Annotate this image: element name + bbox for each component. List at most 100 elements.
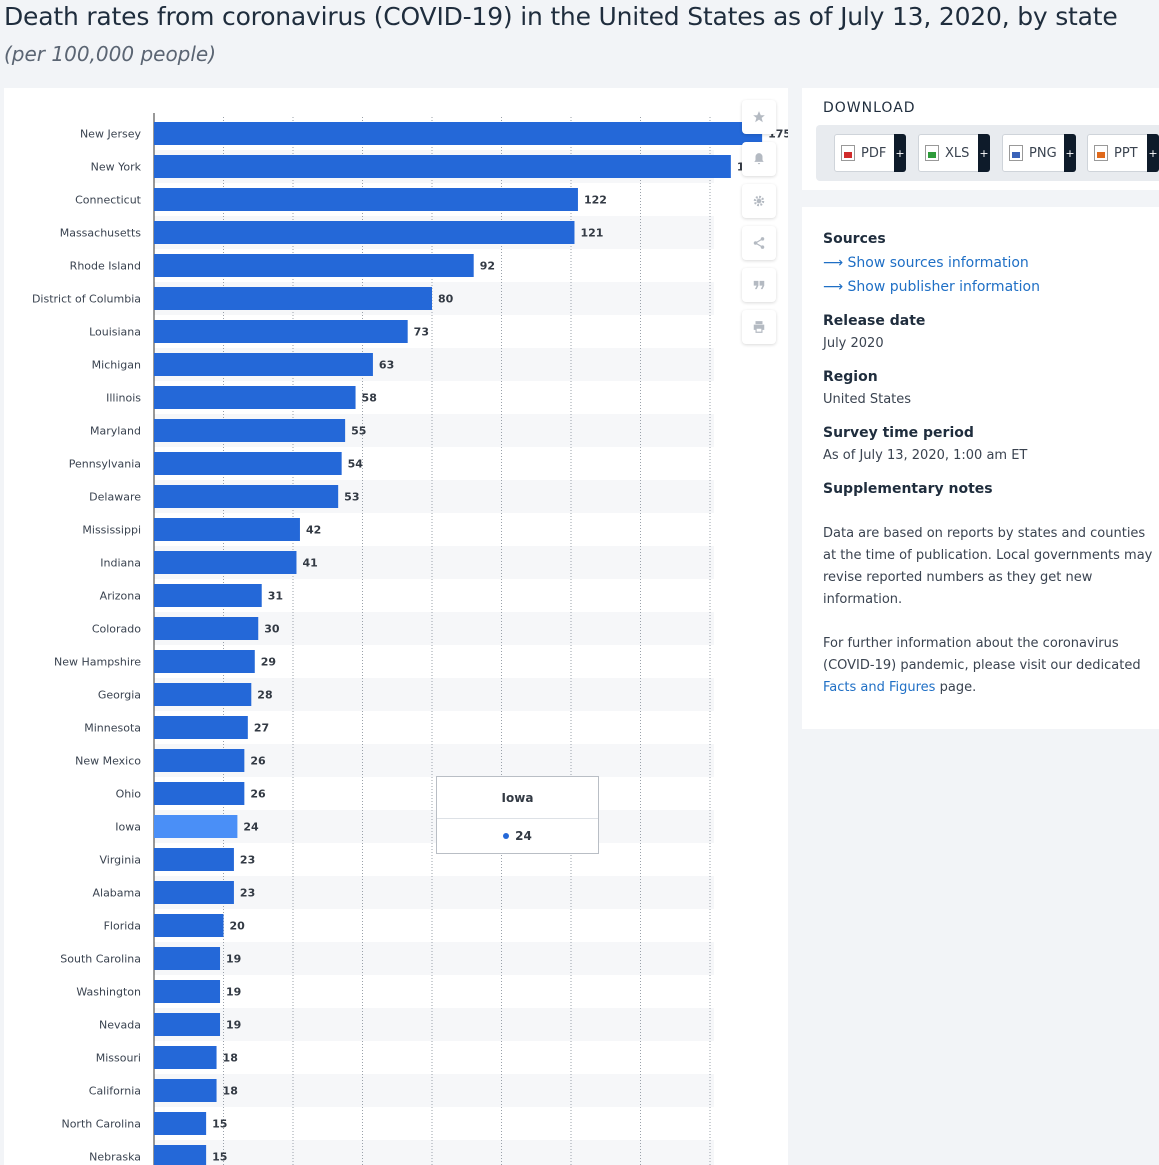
category-label: New York (91, 161, 142, 174)
ppt-file-icon (1094, 145, 1108, 161)
bar[interactable] (154, 1046, 217, 1069)
png-file-icon (1009, 145, 1023, 161)
show-sources-link[interactable]: ⟶ Show sources information (823, 255, 1029, 271)
download-ppt-label: PPT (1114, 145, 1138, 161)
data-label: 15 (212, 1118, 227, 1131)
data-label: 26 (250, 755, 266, 768)
bar[interactable] (154, 749, 245, 772)
bar[interactable] (154, 848, 234, 871)
release-date-heading: Release date (823, 313, 926, 329)
notification-button[interactable] (742, 142, 776, 176)
data-label: 29 (261, 656, 276, 669)
bar[interactable] (154, 947, 221, 970)
facts-and-figures-link[interactable]: Facts and Figures (823, 680, 936, 695)
bar[interactable] (154, 353, 373, 376)
category-label: Ohio (116, 788, 142, 801)
bar[interactable] (154, 650, 255, 673)
category-label: Missouri (96, 1052, 141, 1065)
survey-period-heading: Survey time period (823, 425, 974, 441)
bar[interactable] (154, 1112, 207, 1135)
bar[interactable] (154, 881, 234, 904)
gear-icon (753, 195, 765, 207)
bar[interactable] (154, 980, 221, 1003)
bar[interactable] (154, 551, 297, 574)
category-label: Florida (104, 920, 141, 933)
supplementary-note-2: For further information about the corona… (823, 633, 1158, 699)
bar[interactable] (154, 287, 432, 310)
data-label: 15 (212, 1151, 227, 1164)
data-label: 92 (480, 260, 495, 273)
bar[interactable] (154, 518, 300, 541)
favorite-button[interactable] (742, 100, 776, 134)
bar[interactable] (154, 914, 224, 937)
bar[interactable] (154, 1013, 221, 1036)
bar[interactable] (154, 584, 262, 607)
data-label: 63 (379, 359, 394, 372)
bar[interactable] (154, 683, 252, 706)
bar[interactable] (154, 122, 763, 145)
cite-button[interactable] (742, 268, 776, 302)
category-label: Michigan (92, 359, 141, 372)
sources-heading: Sources (823, 231, 886, 247)
show-sources-label: Show sources information (847, 255, 1029, 271)
note-2-text: For further information about the corona… (823, 636, 1141, 673)
data-label: 19 (226, 953, 241, 966)
bar[interactable] (154, 452, 342, 475)
row-stripe (154, 1140, 714, 1165)
download-xls-label: XLS (945, 145, 970, 161)
bar[interactable] (154, 419, 346, 442)
bar[interactable] (154, 485, 339, 508)
category-label: Colorado (92, 623, 141, 636)
category-label: Virginia (100, 854, 141, 867)
bar[interactable] (154, 221, 575, 244)
print-icon (753, 321, 765, 333)
settings-button[interactable] (742, 184, 776, 218)
survey-period-value: As of July 13, 2020, 1:00 am ET (823, 448, 1028, 463)
bar[interactable] (154, 1145, 207, 1165)
download-png-button[interactable]: PNG + (1002, 134, 1076, 172)
data-label: 54 (348, 458, 364, 471)
category-label: Connecticut (75, 194, 142, 207)
bar[interactable] (154, 815, 238, 838)
bar[interactable] (154, 617, 259, 640)
category-label: Indiana (100, 557, 141, 570)
row-stripe (154, 1008, 714, 1041)
bar[interactable] (154, 782, 245, 805)
category-label: Arizona (100, 590, 141, 603)
share-button[interactable] (742, 226, 776, 260)
data-label: 19 (226, 1019, 241, 1032)
data-label: 41 (302, 557, 317, 570)
plus-icon: + (894, 134, 906, 172)
show-publisher-link[interactable]: ⟶ Show publisher information (823, 279, 1040, 295)
data-label: 20 (230, 920, 246, 933)
data-label: 26 (250, 788, 266, 801)
bar[interactable] (154, 320, 408, 343)
download-png-label: PNG (1029, 145, 1057, 161)
region-value: United States (823, 392, 912, 407)
category-label: Washington (76, 986, 141, 999)
row-stripe (154, 1074, 714, 1107)
bar[interactable] (154, 188, 578, 211)
note-2-end: page. (935, 680, 977, 695)
bar[interactable] (154, 155, 731, 178)
bar[interactable] (154, 254, 474, 277)
category-label: Mississippi (82, 524, 141, 537)
category-label: New Hampshire (54, 656, 141, 669)
row-stripe (154, 810, 714, 843)
download-ppt-button[interactable]: PPT + (1087, 134, 1159, 172)
bar[interactable] (154, 716, 248, 739)
info-card: Sources ⟶ Show sources information ⟶ Sho… (802, 207, 1159, 729)
tooltip-value-row: 24 (437, 819, 598, 853)
bar[interactable] (154, 386, 356, 409)
download-pdf-button[interactable]: PDF + (834, 134, 906, 172)
download-xls-button[interactable]: XLS + (918, 134, 990, 172)
category-label: South Carolina (60, 953, 141, 966)
data-label: 27 (254, 722, 269, 735)
share-icon (753, 237, 765, 249)
bar[interactable] (154, 1079, 217, 1102)
print-button[interactable] (742, 310, 776, 344)
data-label: 53 (344, 491, 359, 504)
arrow-right-icon: ⟶ (823, 279, 844, 295)
data-label: 73 (414, 326, 429, 339)
